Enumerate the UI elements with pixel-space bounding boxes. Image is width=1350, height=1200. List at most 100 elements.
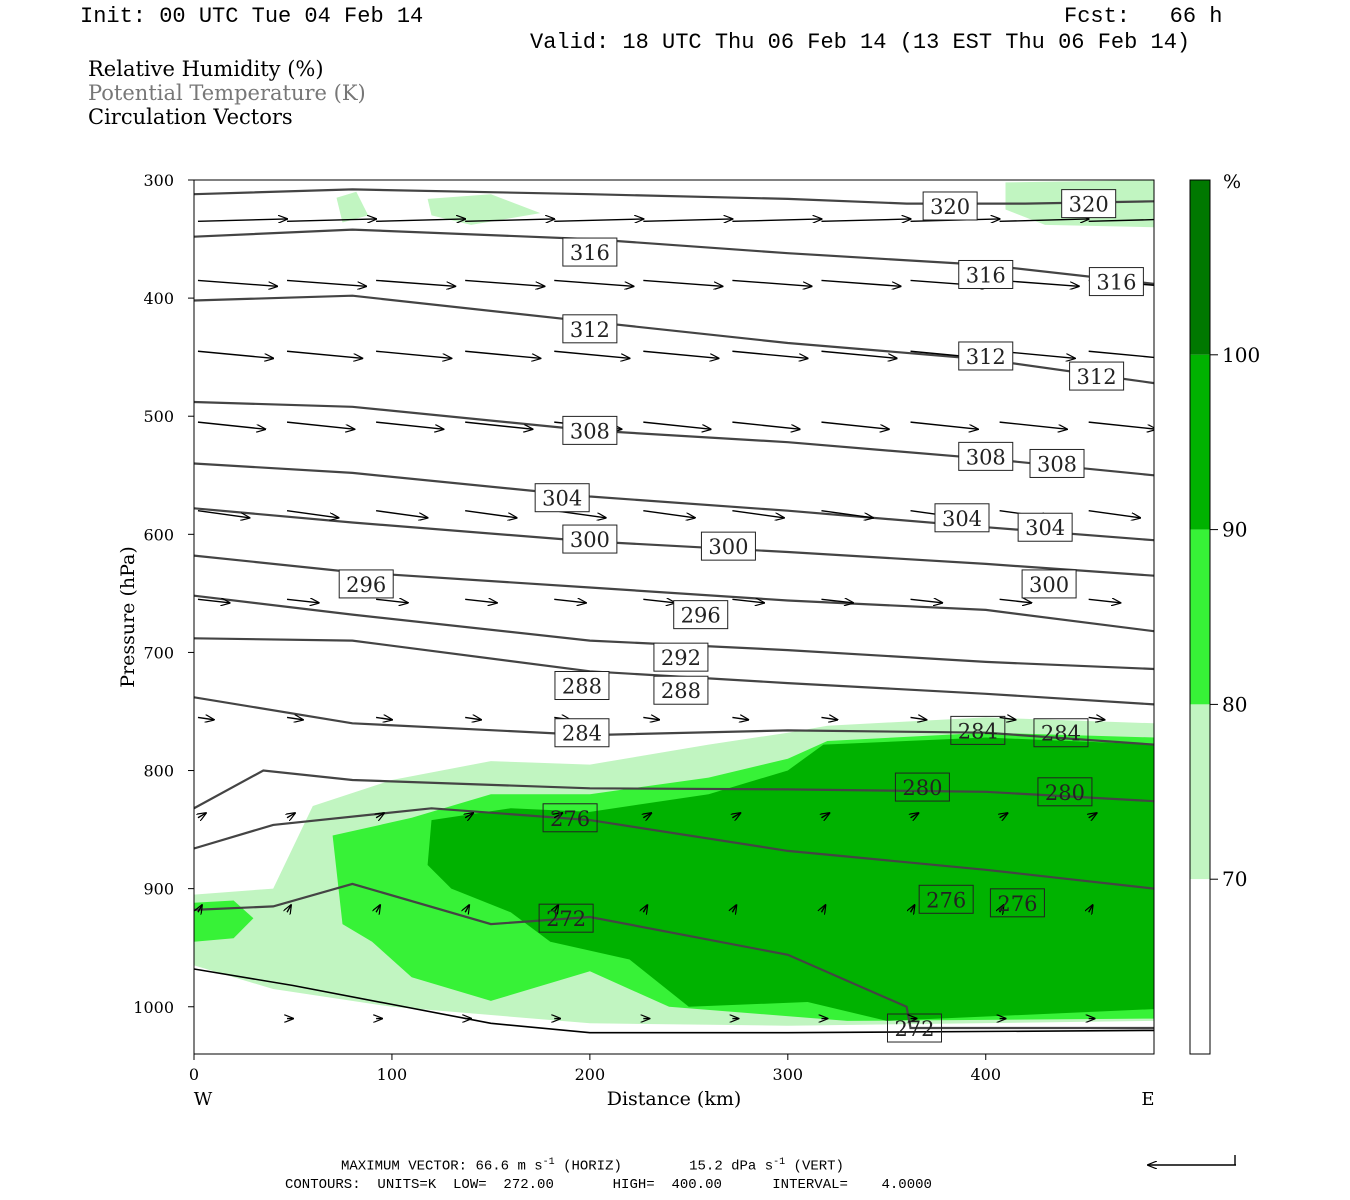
wind-vector (286, 279, 366, 286)
contour-label-box (1069, 361, 1125, 391)
contour-label-box (1088, 267, 1144, 297)
contour-label: 280 (902, 776, 942, 800)
forecast-hour: Fcst: 66 h (1064, 4, 1223, 29)
wind-vector (376, 905, 380, 912)
contour-label-box (1017, 512, 1073, 542)
wind-vector (732, 279, 811, 286)
rh-region-90-100 (427, 737, 1154, 1021)
contour-label: 284 (958, 719, 998, 743)
wind-vector (732, 219, 821, 221)
contour-label-box (653, 675, 709, 705)
contour-label-box (958, 259, 1014, 289)
max-vector-label: MAXIMUM VECTOR: (341, 1158, 468, 1175)
isentrope-280 (194, 769, 1154, 810)
horiz-unit: (HORIZ) (563, 1158, 622, 1175)
contour-label: 272 (894, 1017, 934, 1041)
wind-vector (999, 421, 1067, 429)
colorbar-frame (1189, 179, 1211, 1055)
x-tick-label: 300 (773, 1065, 804, 1084)
y-axis-label: Pressure (hPa) (117, 546, 139, 688)
contour-label: 284 (562, 722, 602, 746)
wind-vector (643, 813, 651, 818)
wind-vector (821, 813, 829, 818)
isentrope-276 (194, 807, 1154, 890)
wind-vector (643, 279, 722, 286)
contour-labels: 320 320 316 316 316 312 312 312 308 308 308 304 304 3… (338, 189, 1144, 1043)
colorbar-segment (1190, 180, 1210, 355)
wind-vector (732, 510, 783, 518)
colorbar-segment (1190, 529, 1210, 705)
colorbar-segment (1190, 354, 1210, 530)
colorbar-label: 80 (1222, 692, 1247, 716)
axes: 0 100 200 300 400 300 400 500 600 700 800 900 1000 (133, 171, 1001, 1084)
rh-region-70-80 (336, 191, 369, 223)
wind-vector (286, 350, 362, 358)
wind-vector (1000, 813, 1008, 818)
contour-label: 292 (661, 646, 701, 670)
contour-label: 276 (997, 892, 1037, 916)
y-tick-label: 800 (143, 762, 174, 781)
contour-label-box (562, 524, 618, 554)
wind-vector (911, 905, 915, 912)
wind-vector (821, 421, 888, 429)
wind-vector (376, 350, 451, 358)
contour-label-box (886, 1013, 942, 1043)
contour-label-box (562, 415, 618, 445)
wind-vector (465, 350, 540, 358)
reference-vector (1148, 1155, 1236, 1165)
contour-label: 280 (1045, 781, 1085, 805)
contours-info: CONTOURS: UNITS=K LOW= 272.00 HIGH= 400.… (285, 1177, 932, 1193)
contour-label: 276 (926, 888, 966, 912)
y-tick-label: 400 (143, 289, 174, 308)
wind-vector (197, 599, 230, 603)
colorbar-label: 70 (1222, 867, 1247, 891)
wind-vector (287, 813, 295, 818)
x-tick-label: 100 (377, 1065, 408, 1084)
colorbar-unit: % (1223, 171, 1241, 193)
east-label: E (1141, 1089, 1154, 1110)
contour-label-box (1033, 718, 1089, 748)
contour-label: 320 (930, 195, 970, 219)
wind-vector (821, 599, 853, 603)
contour-label-box (894, 772, 950, 802)
terrain-line (194, 968, 1154, 1034)
wind-vector (197, 510, 249, 518)
vert-unit: (VERT) (793, 1158, 844, 1175)
rh-region-70-80 (427, 194, 541, 225)
legend-rh: Relative Humidity (%) (88, 57, 324, 81)
wind-vector (732, 421, 799, 429)
wind-vector (465, 905, 469, 912)
x-tick-label: 400 (970, 1065, 1001, 1084)
isentrope-312 (194, 294, 1154, 385)
wind-vector (732, 599, 764, 603)
isentrope-296 (194, 554, 1154, 633)
west-label: W (194, 1089, 213, 1110)
wind-vector (465, 717, 481, 719)
contour-label: 308 (1037, 452, 1077, 476)
contour-label: 312 (570, 318, 610, 342)
contour-label-box (934, 503, 990, 533)
wind-vector (643, 350, 718, 358)
wind-vector (1088, 599, 1121, 603)
wind-vector (643, 510, 694, 518)
isentrope-300 (194, 507, 1154, 577)
rh-region-80-90 (194, 900, 254, 942)
contour-label: 316 (570, 241, 610, 265)
contour-label-box (542, 803, 598, 833)
wind-vector (1000, 905, 1004, 912)
contour-label-box (958, 441, 1014, 471)
contour-label: 300 (1029, 573, 1069, 597)
contour-label: 312 (966, 345, 1006, 369)
contour-label-box (554, 718, 610, 748)
wind-vector (821, 905, 825, 912)
contour-label-box (673, 600, 729, 630)
contour-label-box (958, 341, 1014, 371)
wind-vector (554, 279, 633, 286)
contour-label: 316 (966, 263, 1006, 287)
contour-label-box (562, 237, 618, 267)
contour-label-box (534, 483, 590, 513)
wind-vector (999, 599, 1032, 603)
wind-vector (286, 510, 338, 518)
plot-frame (193, 179, 1155, 1055)
wind-vector (643, 599, 675, 603)
